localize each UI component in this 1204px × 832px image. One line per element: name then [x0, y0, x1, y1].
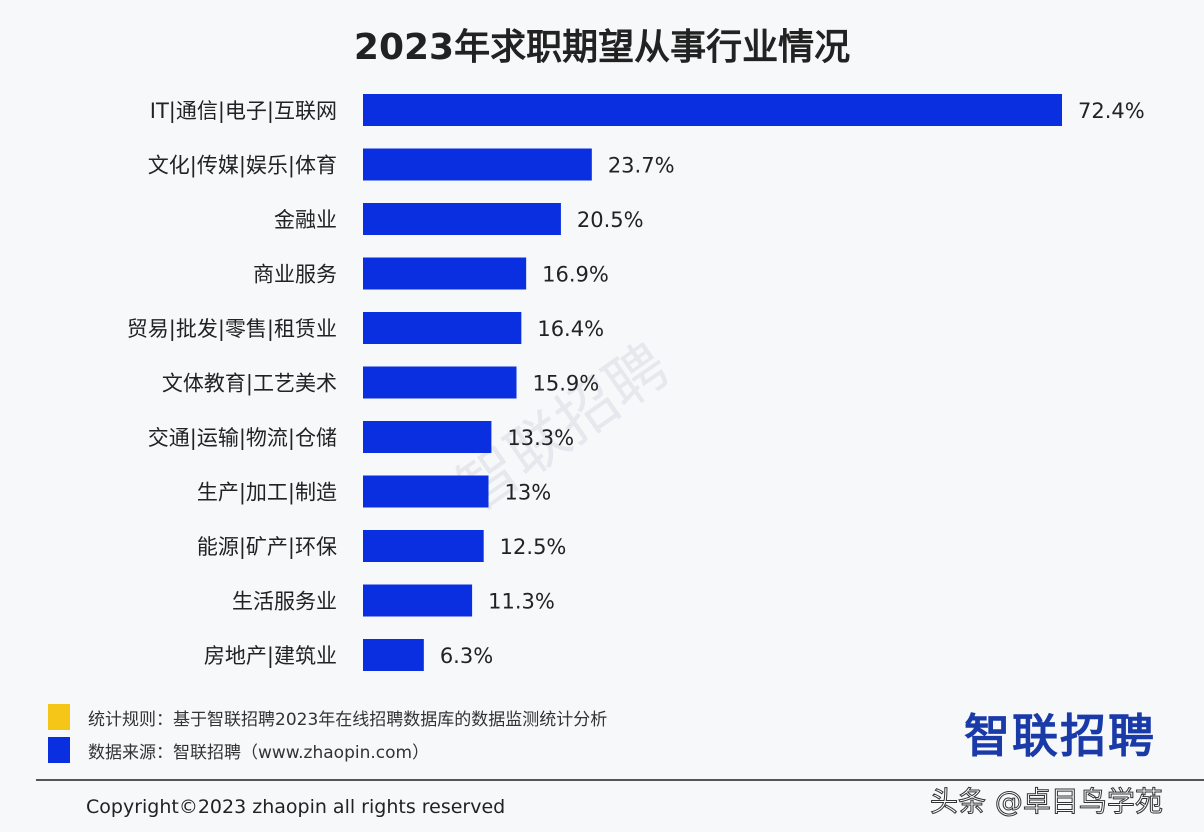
chart-title: 2023年求职期望从事行业情况	[353, 27, 851, 68]
value-label: 72.4%	[1078, 99, 1145, 123]
category-label: 生产|加工|制造	[197, 481, 337, 506]
bar	[363, 312, 522, 344]
legend-item-source: 数据来源：智联招聘（www.zhaopin.com）	[48, 737, 429, 763]
value-label: 23.7%	[608, 154, 675, 178]
category-label: 房地产|建筑业	[204, 644, 337, 669]
category-label: 文化|传媒|娱乐|体育	[148, 154, 337, 179]
value-label: 11.3%	[488, 590, 555, 614]
category-label: 能源|矿产|环保	[197, 535, 337, 560]
bar	[363, 94, 1062, 126]
bar	[363, 366, 517, 399]
value-label: 20.5%	[577, 208, 644, 232]
bar	[363, 530, 484, 562]
category-label: 交通|运输|物流|仓储	[148, 426, 337, 451]
bar	[363, 475, 489, 508]
category-label: 贸易|批发|零售|租赁业	[127, 317, 337, 342]
legend-text: 数据来源：智联招聘（www.zhaopin.com）	[88, 742, 430, 763]
legend-swatch-yellow	[48, 704, 70, 730]
value-label: 16.9%	[542, 263, 609, 287]
credit-watermark: 头条 @卓目鸟学苑	[930, 785, 1164, 819]
bar	[363, 639, 424, 671]
copyright: Copyright©2023 zhaopin all rights reserv…	[86, 796, 506, 818]
category-label: 生活服务业	[232, 590, 337, 614]
value-label: 16.4%	[537, 317, 604, 341]
bar	[363, 584, 473, 617]
category-label: IT|通信|电子|互联网	[150, 99, 337, 124]
zhaopin-logo: 智联招聘	[964, 709, 1156, 763]
bar	[363, 421, 492, 453]
legend-swatch-blue	[48, 737, 70, 763]
category-label: 文体教育|工艺美术	[162, 372, 337, 397]
bar-chart: IT|通信|电子|互联网 72.4% 文化|传媒|娱乐|体育 23.7% 金融业 20.5…	[127, 94, 1145, 671]
category-label: 商业服务	[253, 263, 337, 287]
value-label: 13.3%	[507, 426, 574, 450]
bar	[363, 257, 527, 290]
bar	[363, 203, 561, 235]
category-label: 金融业	[274, 208, 337, 232]
value-label: 12.5%	[500, 535, 567, 559]
legend-item-rule: 统计规则：基于智联招聘2023年在线招聘数据库的数据监测统计分析	[48, 704, 607, 730]
value-label: 6.3%	[440, 644, 493, 668]
value-label: 15.9%	[533, 372, 600, 396]
legend-text: 统计规则：基于智联招聘2023年在线招聘数据库的数据监测统计分析	[88, 709, 608, 730]
value-label: 13%	[505, 481, 552, 505]
divider	[36, 779, 1204, 781]
bar	[363, 148, 592, 181]
